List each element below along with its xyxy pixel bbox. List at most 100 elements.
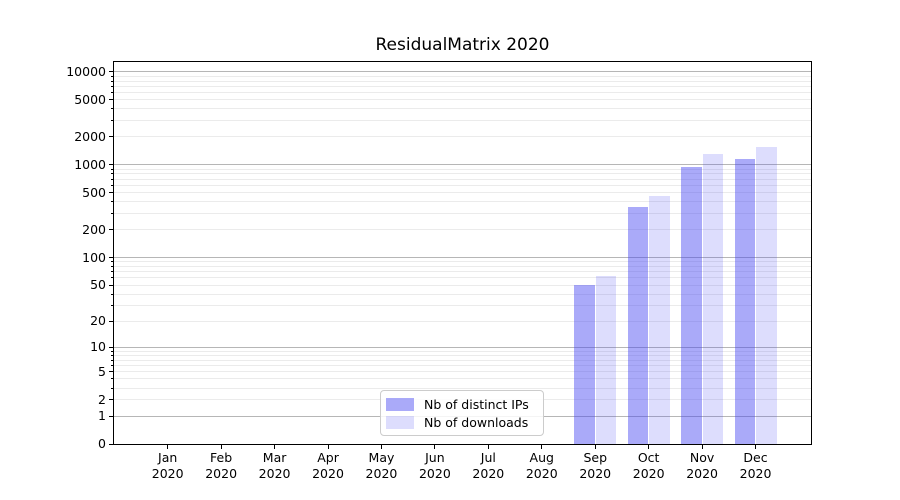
tick-mark <box>109 136 113 138</box>
y-tick-label: 100 <box>82 249 106 265</box>
tick-mark <box>755 445 757 449</box>
tick-mark <box>111 120 113 122</box>
minor-gridline <box>114 266 811 267</box>
minor-gridline <box>114 277 811 279</box>
legend-item-distinct-ips: Nb of distinct IPs <box>386 396 537 412</box>
minor-gridline <box>114 80 811 82</box>
y-axis: 0 1 2 5 10 20 50 100 200 500 1000 2000 5000 10000 <box>0 62 106 451</box>
minor-gridline <box>114 371 811 373</box>
legend-label-distinct-ips: Nb of distinct IPs <box>424 396 529 412</box>
minor-gridline <box>114 92 811 94</box>
x-axis: Jan 2020 Feb 2020 Mar 2020 Apr 2020 May 2020… <box>114 450 811 490</box>
tick-mark <box>109 371 113 373</box>
x-tick-label-sep: Sep 2020 <box>579 450 612 481</box>
tick-mark <box>109 99 113 101</box>
tick-mark <box>327 445 329 449</box>
tick-mark <box>274 445 276 449</box>
minor-gridline <box>114 359 811 361</box>
tick-mark <box>111 185 113 187</box>
minor-gridline <box>114 120 811 122</box>
tick-mark <box>111 75 113 77</box>
x-tick-label-jul: Jul 2020 <box>472 450 505 481</box>
tick-mark <box>111 168 113 170</box>
tick-mark <box>111 92 113 94</box>
minor-gridline <box>114 320 811 322</box>
x-tick-label-may: May 2020 <box>365 450 398 481</box>
x-tick-label-dec: Dec 2020 <box>739 450 772 481</box>
tick-mark <box>111 85 113 87</box>
y-tick-label: 5000 <box>74 91 106 107</box>
legend: Nb of distinct IPs Nb of downloads <box>380 390 544 436</box>
minor-gridline <box>114 378 811 380</box>
x-tick-label-apr: Apr 2020 <box>312 450 344 481</box>
bar-downloads-nov <box>702 154 724 444</box>
tick-mark <box>109 229 113 231</box>
tick-mark <box>380 445 382 449</box>
bar-downloads-sep <box>595 276 617 444</box>
minor-gridline <box>114 284 811 286</box>
x-tick-label-nov: Nov 2020 <box>686 450 718 481</box>
legend-label-downloads: Nb of downloads <box>424 414 529 430</box>
y-tick-label: 1000 <box>74 156 106 172</box>
y-tick-label: 0 <box>98 436 106 451</box>
y-tick-label: 500 <box>82 184 106 200</box>
tick-mark <box>111 266 113 267</box>
tick-mark <box>111 108 113 110</box>
legend-swatch-downloads <box>386 415 414 429</box>
tick-mark <box>487 445 489 449</box>
tick-mark <box>109 164 113 166</box>
y-tick-label: 1 <box>98 408 106 423</box>
minor-gridline <box>114 364 811 366</box>
minor-gridline <box>114 350 811 352</box>
x-tick-label-mar: Mar 2020 <box>258 450 291 481</box>
tick-mark <box>111 201 113 203</box>
tick-mark <box>109 71 113 73</box>
y-tick-label: 50 <box>90 277 106 293</box>
y-tick-label: 5 <box>98 363 106 379</box>
major-gridline <box>114 257 811 259</box>
tick-mark <box>111 173 113 175</box>
tick-mark <box>109 346 113 348</box>
tick-mark <box>434 445 436 449</box>
minor-gridline <box>114 85 811 87</box>
tick-mark <box>109 415 113 417</box>
tick-mark <box>111 261 113 263</box>
y-tick-label: 10 <box>90 339 106 355</box>
minor-gridline <box>114 212 811 214</box>
x-tick-label-jun: Jun 2020 <box>418 450 451 481</box>
tick-mark <box>109 284 113 286</box>
minor-gridline <box>114 75 811 77</box>
tick-mark <box>220 445 222 449</box>
tick-mark <box>111 271 113 273</box>
tick-mark <box>109 443 113 445</box>
tick-mark <box>541 445 543 449</box>
minor-gridline <box>114 185 811 187</box>
minor-gridline <box>114 178 811 180</box>
tick-mark <box>109 257 113 259</box>
tick-mark <box>111 304 113 306</box>
plot-area: Nb of distinct IPs Nb of downloads <box>113 61 812 445</box>
y-tick-label: 2000 <box>74 128 106 144</box>
tick-mark <box>111 387 113 389</box>
major-gridline <box>114 71 811 73</box>
tick-mark <box>111 378 113 380</box>
tick-mark <box>111 80 113 82</box>
bar-downloads-oct <box>649 195 670 444</box>
tick-mark <box>111 293 113 295</box>
minor-gridline <box>114 173 811 175</box>
minor-gridline <box>114 271 811 273</box>
minor-gridline <box>114 387 811 389</box>
tick-mark <box>111 350 113 352</box>
minor-gridline <box>114 354 811 356</box>
x-tick-label-aug: Aug 2020 <box>525 450 558 481</box>
major-gridline <box>114 346 811 348</box>
bar-distinct-ips-sep <box>574 285 595 444</box>
bar-distinct-ips-oct <box>627 207 649 444</box>
minor-gridline <box>114 168 811 170</box>
major-gridline <box>114 164 811 166</box>
tick-mark <box>109 320 113 322</box>
bar-distinct-ips-nov <box>681 167 702 444</box>
y-tick-label: 2 <box>98 391 106 407</box>
tick-mark <box>167 445 169 449</box>
